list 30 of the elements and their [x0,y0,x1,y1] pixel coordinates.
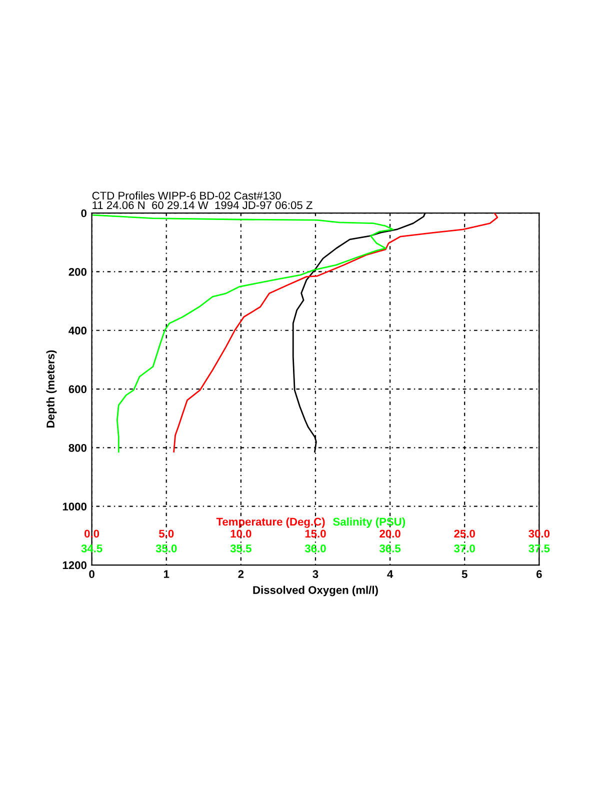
x-tick-label: 20.0 [380,530,400,538]
x-tick-label: 5.0 [158,530,174,538]
x-tick-label: 10.0 [230,530,252,538]
x-tick-label: 3 [312,570,318,578]
y-tick-label: 0 [81,209,86,218]
x-tick-label: 5 [462,570,468,578]
x-tick-label: 4 [387,570,394,578]
x-tick-label: 35.5 [230,544,252,552]
x-tick-label: 15.0 [305,530,326,538]
y-tick-label: 600 [68,385,86,394]
x-axis-title: Temperature (Deg.C) [216,518,325,528]
y-tick-label: 1200 [62,561,86,570]
x-tick-label: 6 [536,570,542,578]
x-tick-label: 35.0 [156,544,177,552]
y-tick-label: 800 [68,444,86,452]
x-tick-label: 1 [164,570,170,578]
x-tick-label: 0 [89,570,94,578]
x-tick-label: 36.0 [304,544,326,552]
y-tick-label: 400 [68,326,86,335]
x-tick-label: 2 [238,570,244,578]
x-axis-title: Salinity (PSU) [333,518,406,528]
x-tick-label: 25.0 [454,530,475,538]
chart-title: CTD Profiles WIPP-6 BD-02 Cast#130 [92,191,281,200]
x-tick-label: 36.5 [379,544,401,552]
y-tick-label: 200 [68,268,86,276]
x-tick-label: 37.0 [454,544,475,552]
y-tick-label: 1000 [62,502,86,510]
chart-subtitle: 11 24.06 N 60 29.14 W 1994 JD-97 06:05 Z [92,201,312,210]
y-axis-title: Depth (meters) [46,350,57,428]
x-axis-title: Dissolved Oxygen (ml/l) [253,586,378,596]
